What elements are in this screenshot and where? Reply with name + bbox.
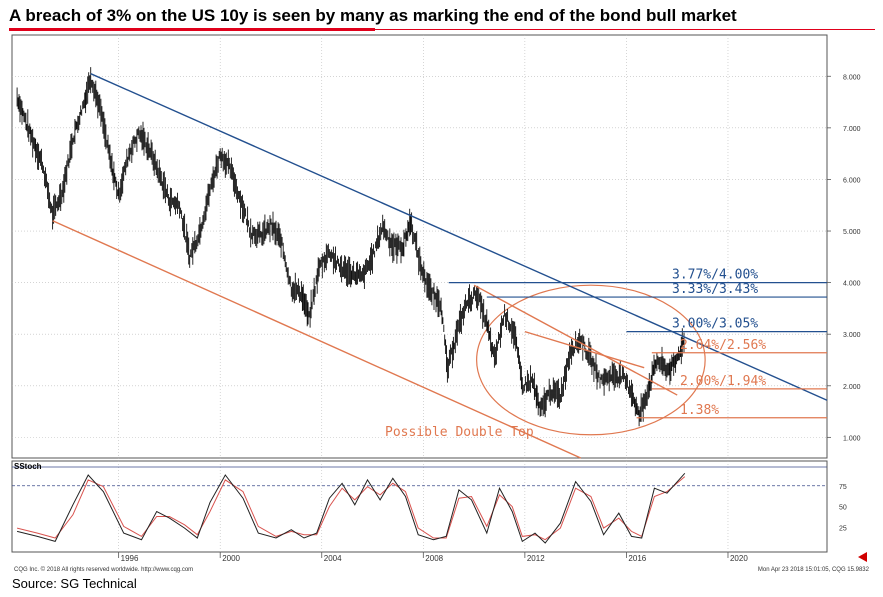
price-tick-label: 6.000 [843, 177, 861, 184]
oscillator-panel-frame [11, 460, 828, 553]
time-tick-label: 2004 [324, 554, 342, 563]
footer-timestamp: Mon Apr 23 2018 15:01:05, CQG 15.9832 [757, 567, 869, 573]
price-tick-label: 1.000 [843, 435, 861, 442]
time-tick-label: 1996 [121, 554, 139, 563]
headline-underline [9, 28, 375, 31]
price-panel-frame [11, 34, 828, 459]
footer-copyright: CQG Inc. © 2018 All rights reserved worl… [14, 567, 194, 573]
oscillator-k-line [16, 472, 686, 544]
level-label: 2.64%/2.56% [680, 338, 766, 353]
level-label: 3.00%/3.05% [672, 317, 758, 332]
price-tick-label: 2.000 [843, 384, 861, 391]
oscillator-tick-label: 75 [839, 484, 847, 491]
orange-trendline [52, 220, 582, 459]
oscillator-label: SStoch [14, 462, 42, 471]
page-title: A breach of 3% on the US 10y is seen by … [9, 6, 737, 25]
level-label: 3.33%/3.43% [672, 282, 758, 297]
double-top-annotation: Possible Double Top [385, 425, 534, 440]
headline-rule [375, 29, 875, 30]
trendline-layer [52, 73, 828, 459]
oscillator-tick-label: 50 [839, 505, 847, 512]
time-tick-label: 2016 [628, 554, 646, 563]
price-tick-label: 7.000 [843, 126, 861, 133]
double-top-ellipse-layer [476, 284, 706, 436]
time-tick-label: 2012 [527, 554, 545, 563]
level-layer: 3.77%/4.00%3.33%/3.43% 3.00%/3.05% 2.64%/2… [385, 268, 827, 440]
oscillator-layer: 25 50 75 SStoch [12, 462, 847, 544]
price-tick-label: 5.000 [843, 229, 861, 236]
grid-lines [12, 35, 827, 552]
price-series [16, 67, 685, 427]
level-label: 2.00%/1.94% [680, 374, 766, 389]
orange-trendline [524, 330, 645, 369]
time-tick-label: 2020 [730, 554, 748, 563]
oscillator-tick-label: 25 [839, 525, 847, 532]
axis-label-layer: 1.000 2.000 3.000 4.000 5.000 6.000 7.000 8.000… [118, 74, 861, 563]
price-tick-label: 4.000 [843, 281, 861, 288]
price-tick-label: 3.000 [843, 332, 861, 339]
price-tick-label: 8.000 [843, 74, 861, 81]
price-series-layer [16, 67, 685, 427]
level-label: 3.77%/4.00% [672, 268, 758, 283]
level-label: 1.38% [680, 403, 719, 418]
orange-trendline [473, 284, 678, 396]
time-tick-label: 2000 [222, 554, 240, 563]
blue-trendline [90, 73, 828, 401]
source-note: Source: SG Technical [12, 576, 137, 591]
scroll-left-arrow-icon[interactable] [858, 552, 867, 562]
double-top-ellipse [476, 284, 706, 436]
time-tick-label: 2008 [425, 554, 443, 563]
